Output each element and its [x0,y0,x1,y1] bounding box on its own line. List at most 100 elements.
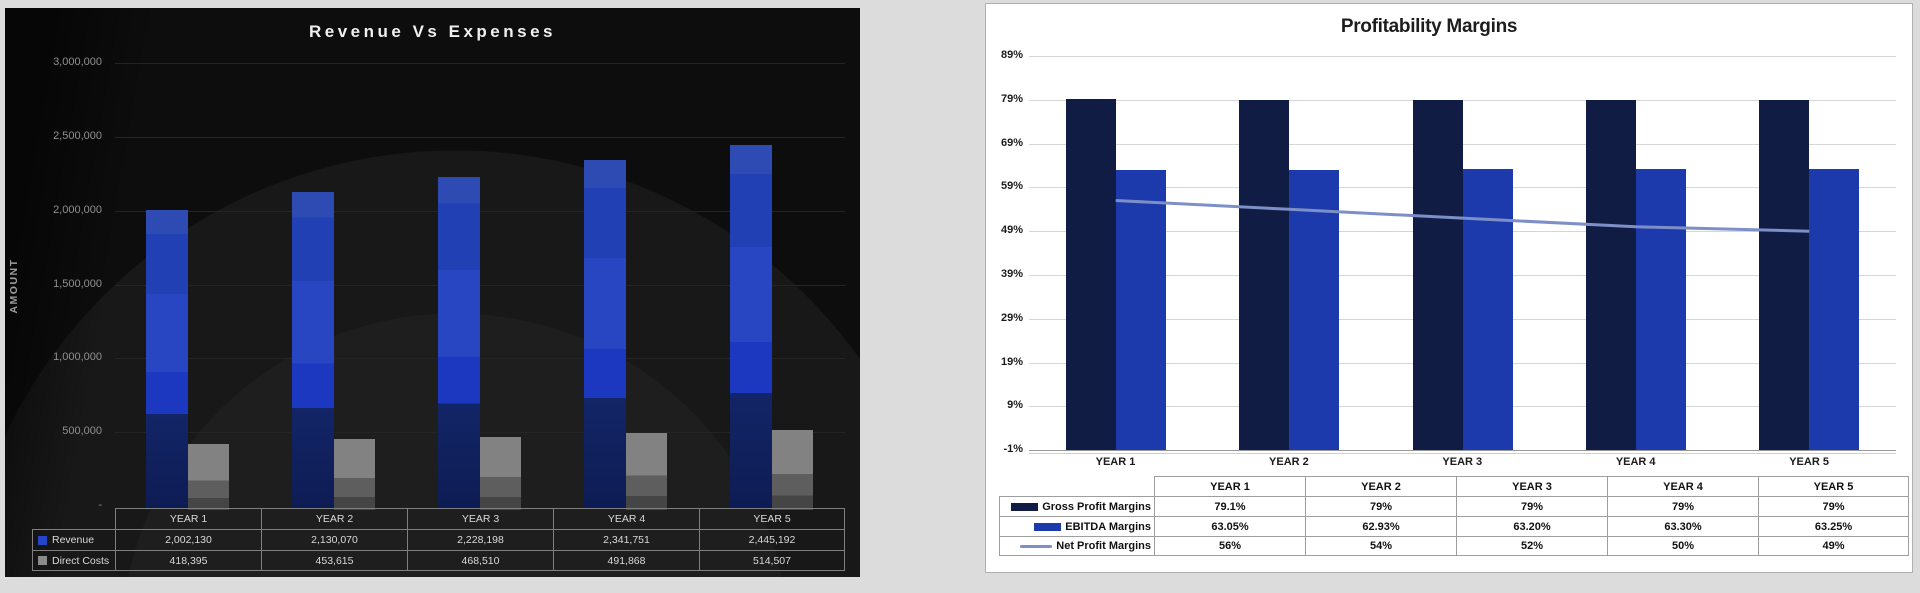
gridline [115,432,845,434]
table-value: 62.93% [1305,516,1456,536]
table-header-year-2: YEAR 2 [1305,476,1456,496]
y-axis-tick: 9% [1007,399,1023,412]
gross-profit-margins-bar-year-1 [1065,99,1116,451]
x-axis-tick-year-4: YEAR 4 [1615,456,1656,468]
y-axis-tick: 1,500,000 [53,277,102,290]
table-value: 52% [1456,536,1607,556]
gridline [1029,99,1896,101]
net-profit-margins-line [1115,199,1810,233]
left-data-table: YEAR 1 YEAR 2 YEAR 3 YEAR 4 YEAR 5 Revenue 2,0… [32,508,845,571]
gridline [1029,143,1896,145]
gross-profit-margins-swatch-icon [1011,502,1039,511]
revenue-bar-year-4 [584,160,626,510]
table-value: 50% [1607,536,1758,556]
table-header-year-1: YEAR 1 [1154,476,1305,496]
right-plot-area [1029,56,1896,455]
table-corner-spacer [999,476,1154,496]
revenue-bar-year-1 [146,210,188,510]
direct-costs-bar-year-4 [626,433,667,510]
y-axis-tick: 500,000 [62,425,102,438]
gross-profit-margins-bar-year-3 [1412,99,1463,451]
ebitda-margins-bar-year-4 [1635,168,1686,451]
legend-label: EBITDA Margins [1065,520,1151,533]
profitability-margins-chart[interactable]: Profitability Margins YEAR 1 YEAR 2 YEAR 3… [985,3,1913,573]
x-axis-tick-year-1: YEAR 1 [1095,456,1136,468]
table-value: 491,868 [553,550,699,571]
legend-ebitda-margins: EBITDA Margins [999,516,1154,536]
table-header-year-3: YEAR 3 [407,508,553,529]
table-value: 2,002,130 [115,529,261,550]
table-value: 49% [1758,536,1909,556]
table-header-year-5: YEAR 5 [1758,476,1909,496]
table-header-year-1: YEAR 1 [115,508,261,529]
gross-profit-margins-bar-year-5 [1759,99,1810,451]
table-value: 79% [1305,496,1456,516]
left-chart-title: Revenue Vs Expenses [309,22,556,41]
axis-baseline [1029,453,1896,455]
right-data-table: YEAR 1 YEAR 2 YEAR 3 YEAR 4 YEAR 5 Gross Prof… [999,476,1909,556]
table-value: 63.30% [1607,516,1758,536]
legend-direct-costs: Direct Costs [32,550,115,571]
y-axis-tick: 89% [1000,49,1023,61]
legend-label: Direct Costs [52,554,110,567]
x-axis-tick-year-5: YEAR 5 [1789,456,1829,468]
revenue-bar-year-2 [292,191,334,510]
y-axis-tick: 49% [1000,224,1023,237]
legend-label: Net Profit Margins [1056,540,1151,552]
table-value: 79% [1607,496,1758,516]
left-plot-area [115,63,845,510]
table-value: 468,510 [407,550,553,571]
y-axis-tick: 3,000,000 [53,56,102,68]
right-chart-title: Profitability Margins [1340,16,1518,37]
table-value: 418,395 [115,550,261,571]
y-axis-tick: 2,000,000 [53,203,102,216]
table-value: 453,615 [261,550,407,571]
y-axis-tick: 2,500,000 [53,129,102,142]
ebitda-margins-swatch-icon [1034,522,1062,531]
table-value: 79% [1456,496,1607,516]
direct-costs-bar-year-3 [480,436,521,510]
y-axis-tick: 19% [1000,355,1023,368]
legend-label: Revenue [52,534,95,546]
gridline [115,136,845,138]
legend-label: Gross Profit Margins [1042,500,1151,513]
gridline [115,63,845,64]
table-value: 2,228,198 [407,529,553,550]
gridline [1029,56,1896,57]
legend-revenue: Revenue [32,529,115,550]
revenue-swatch-icon [38,535,47,545]
y-axis-tick: 79% [1000,92,1023,105]
table-value: 63.25% [1758,516,1909,536]
legend-net-profit-margins: Net Profit Margins [999,536,1154,556]
table-header-year-4: YEAR 4 [553,508,699,529]
table-value: 2,130,070 [261,529,407,550]
y-axis-tick: 69% [1000,136,1023,149]
legend-gross-profit-margins: Gross Profit Margins [999,496,1154,516]
revenue-bar-year-5 [730,144,772,510]
table-header-year-5: YEAR 5 [699,508,845,529]
net-profit-margins-swatch-icon [1020,544,1053,548]
gross-profit-margins-bar-year-4 [1585,99,1636,451]
table-value: 79.1% [1154,496,1305,516]
x-axis-tick-year-2: YEAR 2 [1269,456,1309,468]
gross-profit-margins-bar-year-2 [1239,99,1290,451]
direct-costs-swatch-icon [38,556,47,565]
y-axis-tick: - [98,499,102,511]
y-axis-tick: 29% [1000,311,1023,324]
direct-costs-bar-year-5 [772,430,813,510]
y-axis-tick: 39% [1000,268,1023,280]
direct-costs-bar-year-1 [188,444,229,510]
table-header-year-3: YEAR 3 [1456,476,1607,496]
table-value: 514,507 [699,550,845,571]
ebitda-margins-bar-year-2 [1289,170,1340,451]
table-value: 63.20% [1456,516,1607,536]
table-value: 63.05% [1154,516,1305,536]
revenue-bar-year-3 [438,177,480,510]
ebitda-margins-bar-year-5 [1809,168,1860,451]
table-header-year-2: YEAR 2 [261,508,407,529]
table-header-year-4: YEAR 4 [1607,476,1758,496]
gridline [115,358,845,360]
table-corner-spacer [32,508,115,529]
table-value: 79% [1758,496,1909,516]
